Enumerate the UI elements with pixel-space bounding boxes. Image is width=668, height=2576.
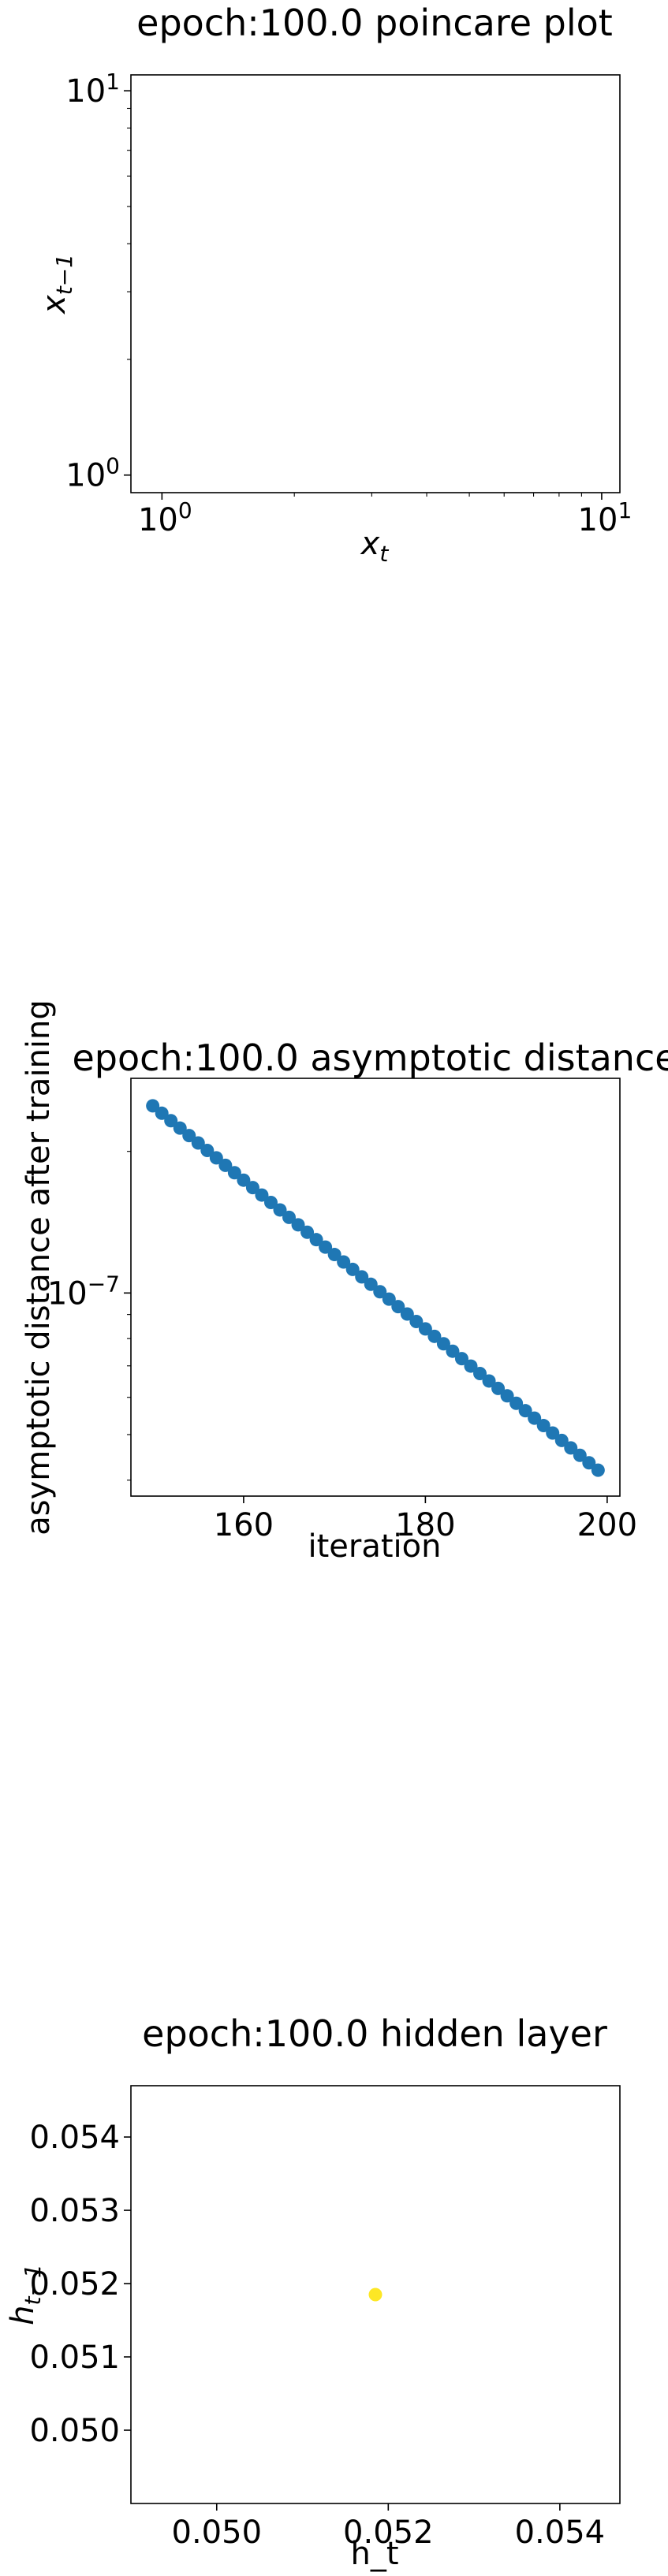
hidden-layer-ticks: 0.050 0.052 0.054 0.050 0.051 0.052 0.053 0.054 xyxy=(29,2120,605,2551)
asymptotic-plot-frame xyxy=(130,1078,621,1497)
data-point xyxy=(436,1337,450,1351)
data-point xyxy=(173,1121,187,1135)
data-point xyxy=(546,1426,560,1440)
data-point xyxy=(582,1456,596,1470)
data-point xyxy=(155,1106,169,1120)
data-point xyxy=(319,1240,333,1254)
data-point xyxy=(473,1367,487,1381)
data-point xyxy=(209,1151,223,1165)
hidden-layer-x-axis-label: h_t xyxy=(350,2536,398,2572)
data-point xyxy=(345,1262,360,1276)
hidden-layer-points xyxy=(368,2288,383,2302)
x-tick-label: 180 xyxy=(395,1507,455,1543)
y-tick-label: 100 xyxy=(65,453,120,494)
data-point xyxy=(400,1307,414,1321)
data-point xyxy=(573,1448,587,1462)
hidden-layer-chart: epoch:100.0 hidden layer 0.050 0.052 0.054… xyxy=(5,2012,621,2572)
poincare-plot-frame xyxy=(130,74,621,493)
data-point xyxy=(255,1188,269,1202)
x-tick-label: 100 xyxy=(138,497,192,538)
x-tick-label: 0.054 xyxy=(515,2515,606,2551)
data-point xyxy=(409,1314,424,1328)
data-point xyxy=(282,1210,297,1224)
asymptotic-ticks: 160 180 200 10−7 xyxy=(47,1151,637,1543)
hidden-layer-title: epoch:100.0 hidden layer xyxy=(142,2012,607,2055)
data-point xyxy=(218,1158,233,1172)
data-point xyxy=(564,1441,578,1455)
x-tick-label: 160 xyxy=(214,1507,274,1543)
data-point xyxy=(454,1352,468,1366)
data-point xyxy=(418,1322,432,1336)
data-point xyxy=(200,1143,215,1157)
data-point xyxy=(146,1099,160,1113)
data-point xyxy=(464,1359,478,1373)
data-point xyxy=(554,1433,569,1447)
hidden-layer-plot-frame xyxy=(130,2085,621,2504)
poincare-ticks: 100 101 100 101 xyxy=(65,69,632,538)
data-point xyxy=(327,1248,341,1262)
data-point xyxy=(509,1396,524,1410)
y-tick-label: 101 xyxy=(65,69,120,110)
y-tick-label: 0.051 xyxy=(29,2340,120,2376)
data-point xyxy=(273,1203,287,1217)
data-point xyxy=(391,1300,405,1314)
data-point xyxy=(182,1129,196,1143)
data-point xyxy=(373,1285,387,1299)
y-tick-label: 10−7 xyxy=(47,1271,120,1312)
data-point xyxy=(368,2288,383,2302)
data-point xyxy=(427,1329,442,1343)
data-point xyxy=(591,1463,605,1477)
asymptotic-points xyxy=(146,1099,605,1477)
asymptotic-x-axis-label: iteration xyxy=(308,1528,442,1565)
y-tick-label: 0.053 xyxy=(29,2193,120,2229)
data-point xyxy=(300,1225,315,1239)
data-point xyxy=(500,1389,514,1403)
data-point xyxy=(227,1166,241,1180)
data-point xyxy=(309,1233,323,1247)
data-point xyxy=(382,1292,396,1306)
y-tick-label: 0.052 xyxy=(29,2266,120,2302)
x-tick-label: 0.052 xyxy=(343,2515,434,2551)
y-tick-label: 0.054 xyxy=(29,2120,120,2156)
data-point xyxy=(337,1255,351,1269)
y-tick-label: 0.050 xyxy=(29,2413,120,2449)
data-point xyxy=(491,1381,506,1395)
asymptotic-y-axis-label: asymptotic distance after training xyxy=(21,1000,57,1536)
x-tick-label: 0.050 xyxy=(172,2515,263,2551)
poincare-y-axis-label: xt−1 xyxy=(36,254,77,315)
data-point xyxy=(528,1411,542,1425)
data-point xyxy=(191,1136,205,1150)
poincare-title: epoch:100.0 poincare plot xyxy=(136,2,613,44)
data-point xyxy=(482,1374,496,1388)
asymptotic-chart: epoch:100.0 asymptotic distance 160 180 20… xyxy=(21,1000,668,1565)
hidden-layer-y-axis-label: ht−1 xyxy=(5,2264,46,2325)
data-point xyxy=(164,1114,178,1128)
data-point xyxy=(518,1404,532,1418)
poincare-chart: epoch:100.0 poincare plot 100 101 100 101 x… xyxy=(36,2,632,567)
data-point xyxy=(237,1173,251,1187)
asymptotic-title: epoch:100.0 asymptotic distance xyxy=(72,1037,668,1079)
data-point xyxy=(364,1277,378,1291)
data-point xyxy=(355,1270,369,1284)
data-point xyxy=(263,1196,278,1210)
data-point xyxy=(536,1419,550,1433)
data-point xyxy=(446,1344,460,1358)
x-tick-label: 200 xyxy=(577,1507,637,1543)
x-tick-label: 101 xyxy=(578,497,633,538)
poincare-x-axis-label: xt xyxy=(360,526,390,567)
data-point xyxy=(291,1218,305,1232)
data-point xyxy=(245,1181,259,1195)
